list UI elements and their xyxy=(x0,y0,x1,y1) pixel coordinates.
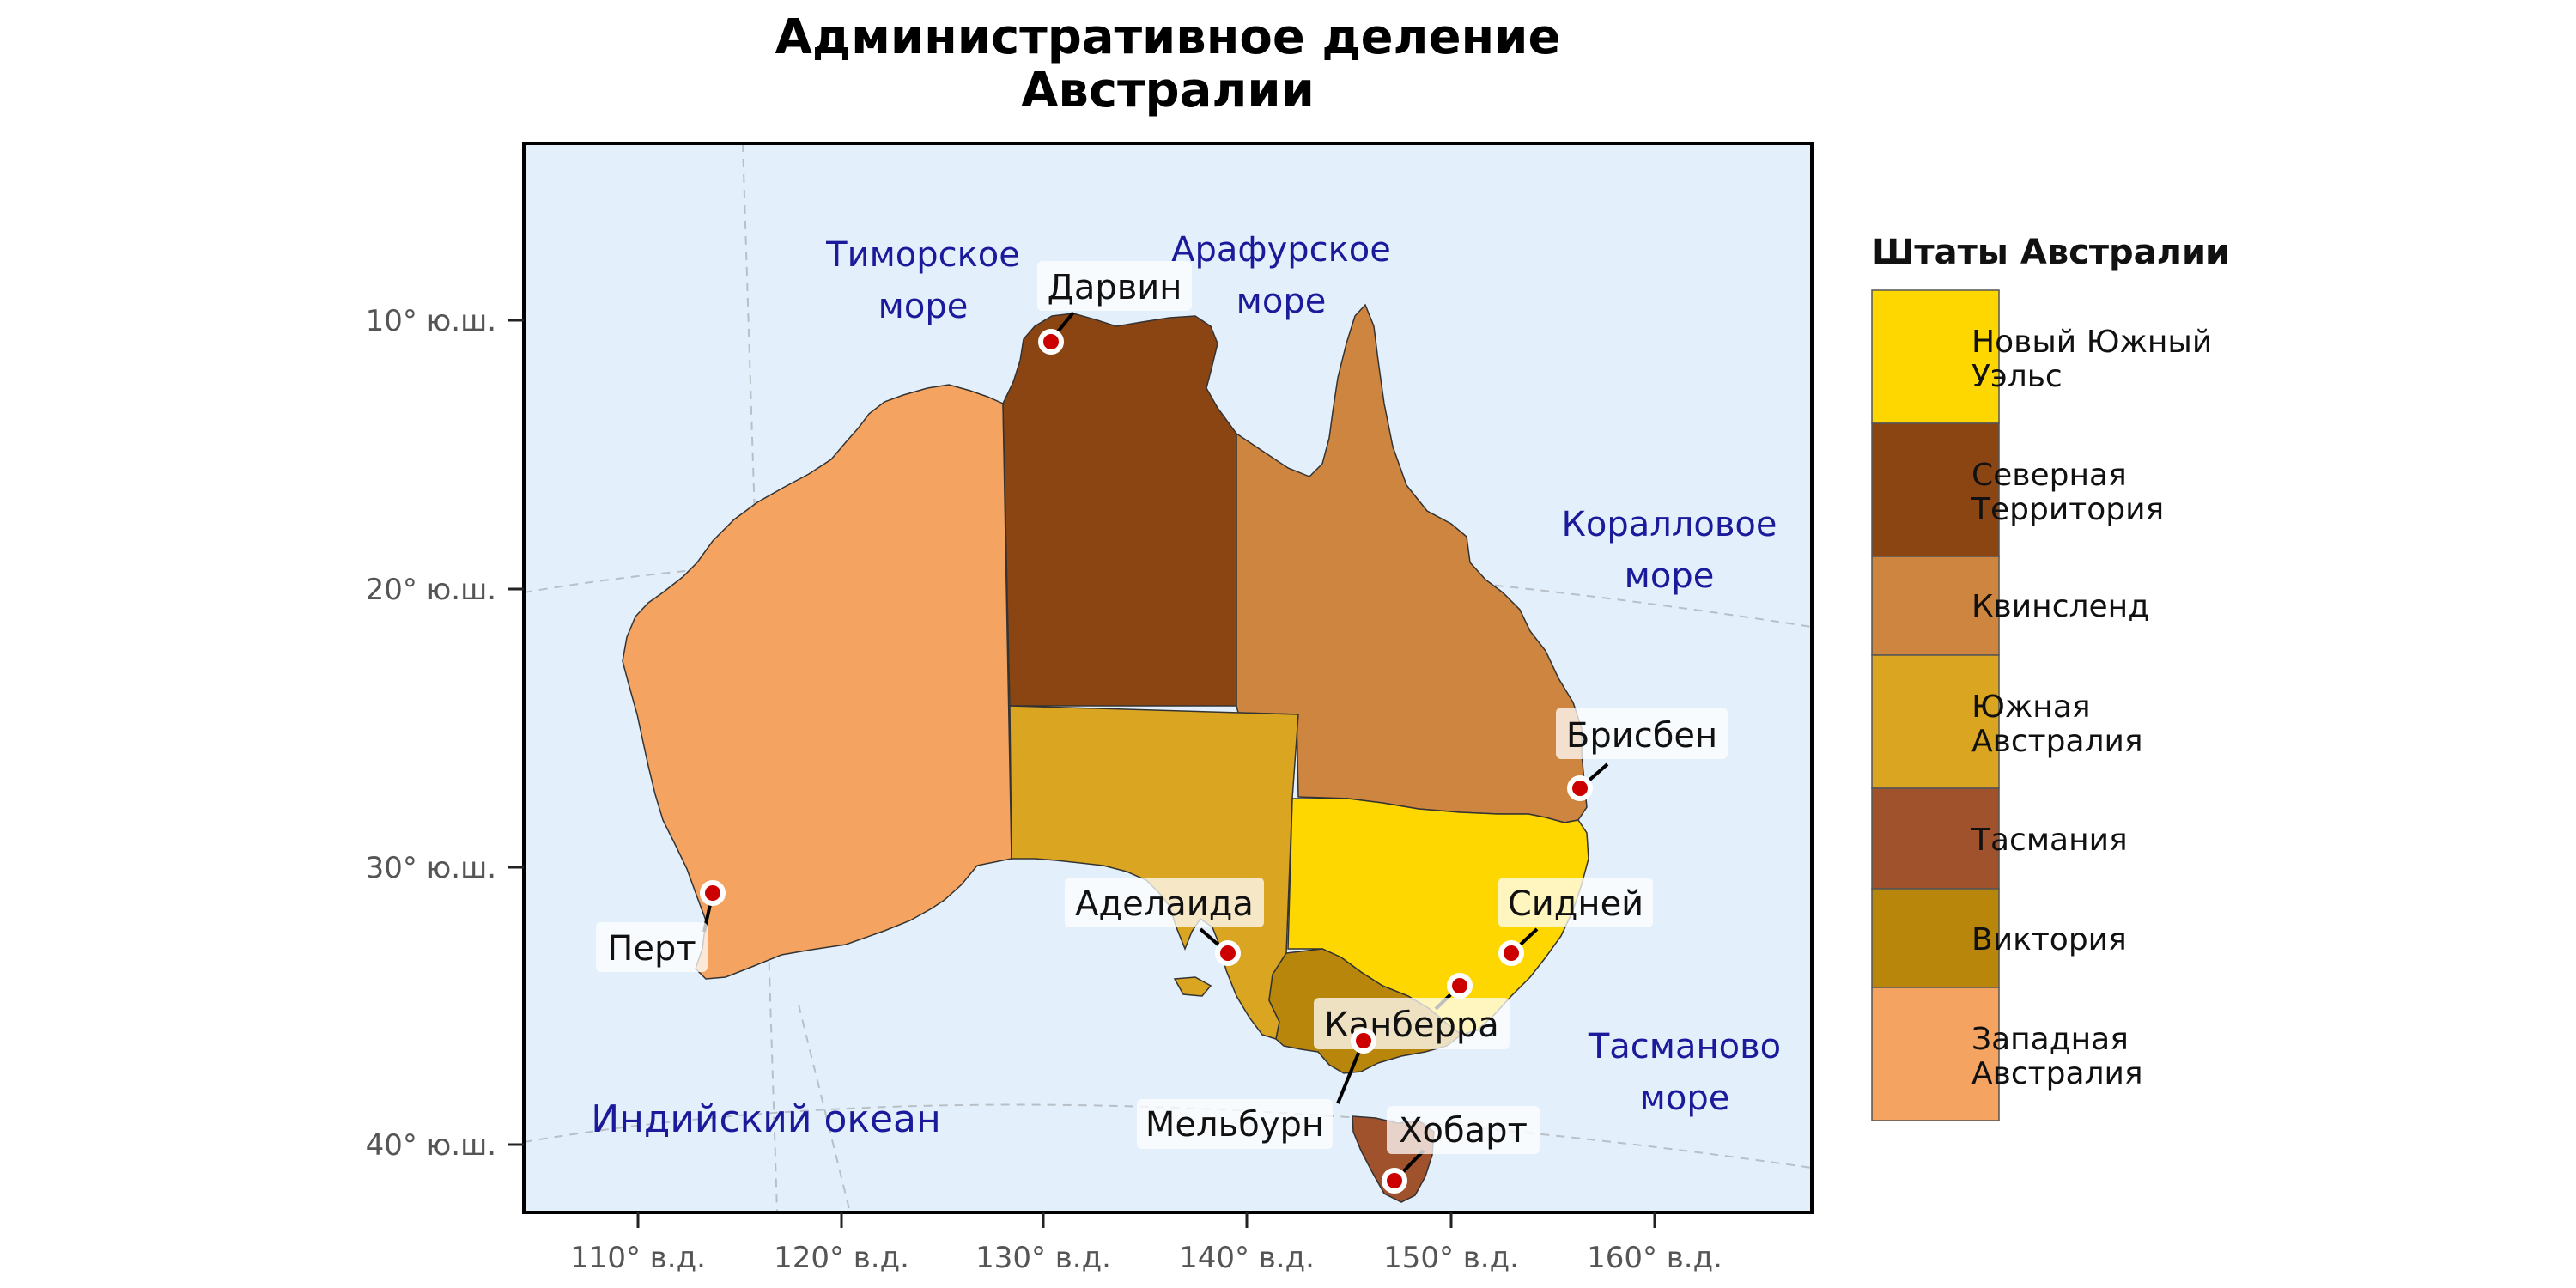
coral-sea-label: Коралловое xyxy=(1561,505,1777,544)
city-marker-hobart xyxy=(1382,1168,1407,1194)
legend-label: Виктория xyxy=(1971,922,2127,957)
indian-ocean-label: Индийский океан xyxy=(591,1097,941,1141)
legend-label: Северная xyxy=(1971,458,2127,493)
city-marker-sydney xyxy=(1498,940,1524,966)
legend-label: Новый Южный xyxy=(1971,325,2212,360)
x-axis xyxy=(636,1212,1656,1228)
city-label-brisbane: Брисбен xyxy=(1566,716,1717,756)
city-label-melbourne: Мельбурн xyxy=(1145,1105,1324,1145)
legend-swatch xyxy=(1871,289,2000,424)
legend-item: Квинсленд xyxy=(1871,556,2149,656)
city-marker-melbourne xyxy=(1351,1028,1376,1054)
water-labels: Тиморское море Арафурское море Кораллово… xyxy=(591,230,1781,1141)
y-tick-label: 30° ю.ш. xyxy=(366,851,496,885)
legend-label: Западная xyxy=(1971,1022,2129,1057)
timor-sea-label: море xyxy=(878,287,969,326)
legend-title: Штаты Австралии xyxy=(1872,233,2230,272)
y-axis xyxy=(508,319,524,1146)
legend-swatch xyxy=(1871,556,2000,656)
arafura-sea-label: море xyxy=(1236,282,1327,321)
legend-item: Южная Австралия xyxy=(1871,654,2143,789)
x-tick-label: 130° в.д. xyxy=(975,1241,1111,1275)
city-label-darwin: Дарвин xyxy=(1048,268,1182,307)
city-marker-darwin xyxy=(1038,329,1064,355)
legend-label: Южная xyxy=(1971,690,2091,725)
legend-item: Новый Южный Уэльс xyxy=(1871,289,2212,424)
legend-label: Уэльс xyxy=(1971,359,2063,394)
city-label-perth: Перт xyxy=(607,929,696,969)
x-tick-label: 140° в.д. xyxy=(1179,1241,1315,1275)
x-tick-label: 160° в.д. xyxy=(1587,1241,1722,1275)
city-marker-brisbane xyxy=(1567,775,1593,801)
map-title-line2: Австралии xyxy=(1021,63,1315,118)
legend-swatch xyxy=(1871,787,2000,890)
legend-item: Северная Территория xyxy=(1871,422,2164,557)
x-tick-label: 120° в.д. xyxy=(774,1241,909,1275)
city-marker-adelaide xyxy=(1215,940,1241,966)
tasman-sea-label: море xyxy=(1640,1078,1730,1118)
kangaroo-island xyxy=(1173,976,1212,997)
legend-label: Территория xyxy=(1971,492,2164,527)
y-tick-label: 20° ю.ш. xyxy=(366,573,496,607)
city-label-sydney: Сидней xyxy=(1508,884,1643,924)
x-tick-label: 150° в.д. xyxy=(1383,1241,1519,1275)
legend-swatch xyxy=(1871,654,2000,789)
city-label-canberra: Канберра xyxy=(1324,1005,1499,1045)
city-markers xyxy=(700,329,1593,1194)
y-tick-label: 10° ю.ш. xyxy=(366,304,496,338)
legend-swatch xyxy=(1871,987,2000,1121)
legend-item: Виктория xyxy=(1871,888,2127,988)
legend-label: Австралия xyxy=(1971,724,2143,759)
city-marker-canberra xyxy=(1447,973,1473,999)
map-panel-border xyxy=(522,142,1814,1214)
map-title-line1: Административное деление xyxy=(775,9,1561,65)
legend-item: Западная Австралия xyxy=(1871,987,2143,1121)
tasman-sea-label: Тасманово xyxy=(1588,1027,1781,1066)
legend-label: Тасмания xyxy=(1971,823,2128,858)
legend: Штаты Австралии Новый Южный Уэльс Северн… xyxy=(1871,233,2230,1121)
timor-sea-label: Тиморское xyxy=(825,235,1020,275)
state-western-australia xyxy=(622,384,1012,980)
city-label-hobart: Хобарт xyxy=(1399,1111,1528,1151)
y-tick-label: 40° ю.ш. xyxy=(366,1128,496,1163)
arafura-sea-label: Арафурское xyxy=(1171,230,1391,270)
x-tick-label: 110° в.д. xyxy=(570,1241,706,1275)
city-label-adelaide: Аделаида xyxy=(1075,884,1254,924)
city-labels: Дарвин Брисбен Сидней Канберра Мельбурн … xyxy=(607,268,1717,1151)
city-marker-perth xyxy=(700,880,726,906)
coral-sea-label: море xyxy=(1625,556,1715,596)
legend-label: Квинсленд xyxy=(1971,589,2149,624)
legend-swatch xyxy=(1871,888,2000,988)
legend-label: Австралия xyxy=(1971,1056,2143,1091)
state-northern-territory xyxy=(1002,313,1239,707)
legend-item: Тасмания xyxy=(1871,787,2128,890)
